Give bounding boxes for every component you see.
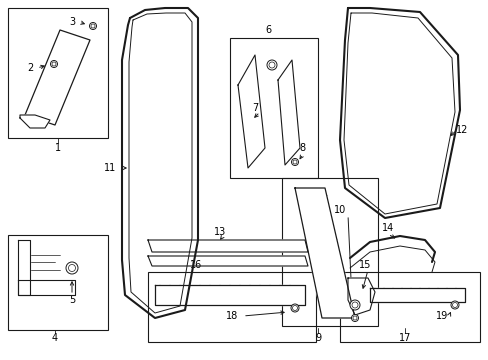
Polygon shape [347, 278, 374, 315]
Text: 2: 2 [27, 63, 33, 73]
Text: 3: 3 [69, 17, 75, 27]
Text: 15: 15 [358, 260, 370, 270]
Circle shape [292, 306, 297, 310]
Circle shape [290, 304, 298, 312]
Circle shape [268, 62, 274, 68]
Text: 7: 7 [251, 103, 258, 113]
Circle shape [292, 160, 296, 164]
Text: 11: 11 [103, 163, 116, 173]
Bar [339, 272, 479, 342]
Text: 4: 4 [52, 333, 58, 343]
Text: 8: 8 [298, 143, 305, 153]
Bar [229, 38, 317, 178]
Bar [8, 8, 108, 138]
Circle shape [351, 315, 358, 321]
Circle shape [349, 300, 359, 310]
Polygon shape [18, 240, 30, 295]
Text: 13: 13 [213, 227, 225, 237]
Text: 5: 5 [69, 295, 75, 305]
Polygon shape [155, 285, 305, 305]
Circle shape [52, 62, 56, 66]
Text: 17: 17 [398, 333, 410, 343]
Circle shape [450, 301, 458, 309]
Circle shape [266, 60, 276, 70]
Polygon shape [294, 188, 354, 318]
Text: 10: 10 [333, 205, 346, 215]
Polygon shape [20, 115, 50, 128]
Circle shape [68, 265, 75, 271]
Polygon shape [238, 55, 264, 168]
Text: 14: 14 [381, 223, 393, 233]
Polygon shape [369, 288, 464, 302]
Polygon shape [148, 240, 307, 252]
Bar [282, 178, 377, 326]
Text: 6: 6 [264, 25, 270, 35]
Circle shape [91, 24, 95, 28]
Circle shape [352, 316, 356, 320]
Text: 16: 16 [189, 260, 202, 270]
Text: 12: 12 [455, 125, 467, 135]
Circle shape [66, 262, 78, 274]
Polygon shape [18, 280, 75, 295]
Circle shape [291, 158, 298, 166]
Circle shape [50, 60, 58, 68]
Text: 18: 18 [225, 311, 238, 321]
Polygon shape [25, 30, 90, 125]
Circle shape [351, 302, 357, 308]
Text: 9: 9 [314, 333, 321, 343]
Circle shape [89, 22, 96, 30]
Bar [148, 272, 315, 342]
Polygon shape [148, 256, 307, 266]
Text: 19: 19 [435, 311, 447, 321]
Text: 1: 1 [55, 143, 61, 153]
Circle shape [451, 302, 457, 307]
Bar [8, 235, 108, 330]
Polygon shape [278, 60, 299, 165]
